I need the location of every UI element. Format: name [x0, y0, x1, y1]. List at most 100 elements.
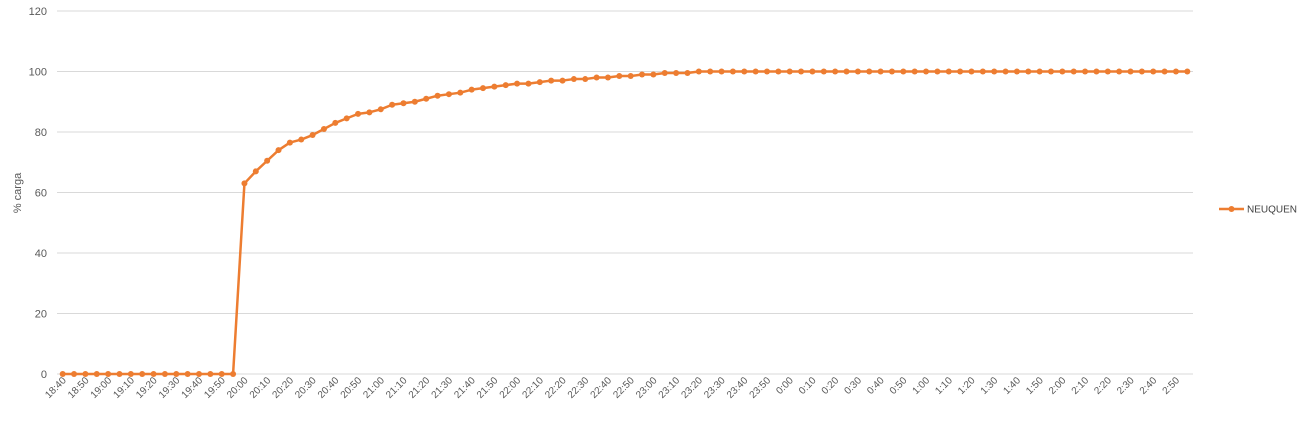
x-tick-label: 19:20 — [134, 375, 160, 401]
data-point — [445, 91, 452, 98]
data-point — [184, 371, 191, 377]
data-point — [150, 371, 157, 377]
data-point — [945, 68, 952, 75]
x-tick-label: 20:20 — [271, 375, 297, 401]
data-point — [491, 83, 498, 90]
data-point — [1161, 68, 1168, 75]
y-tick-label: 40 — [35, 248, 47, 260]
data-point — [1036, 68, 1043, 75]
y-tick-label: 60 — [35, 188, 47, 200]
data-point — [502, 82, 509, 89]
legend-label-neuquen: NEUQUEN — [1247, 205, 1297, 216]
data-point — [934, 68, 941, 75]
data-point — [1082, 68, 1089, 75]
x-axis-ticks: 18:4018:5019:0019:1019:2019:3019:4019:50… — [43, 375, 1182, 401]
x-tick-label: 20:40 — [316, 375, 342, 401]
x-tick-label: 22:00 — [498, 375, 524, 401]
x-tick-label: 21:50 — [475, 375, 501, 401]
data-point — [741, 68, 748, 75]
data-point — [684, 70, 691, 77]
data-point — [320, 125, 327, 132]
data-point — [161, 371, 168, 377]
data-point — [230, 371, 237, 377]
data-point — [627, 73, 634, 80]
data-point — [207, 371, 214, 377]
data-point — [582, 76, 589, 83]
data-point — [604, 74, 611, 81]
data-point — [1172, 68, 1179, 75]
data-point — [559, 77, 566, 84]
x-tick-label: 18:50 — [66, 375, 92, 401]
data-point — [525, 80, 532, 87]
data-point — [298, 136, 305, 143]
data-point — [71, 371, 78, 377]
x-tick-label: 1:20 — [956, 375, 978, 397]
data-point — [798, 68, 805, 75]
y-tick-label: 0 — [41, 369, 47, 381]
data-point — [866, 68, 873, 75]
data-point — [1070, 68, 1077, 75]
x-tick-label: 19:40 — [180, 375, 206, 401]
data-point — [968, 68, 975, 75]
y-axis-label: % carga — [12, 172, 24, 213]
data-point — [1127, 68, 1134, 75]
x-tick-label: 2:40 — [1138, 375, 1160, 397]
data-point — [332, 119, 339, 126]
data-point — [241, 180, 248, 187]
data-point — [593, 74, 600, 81]
data-point — [1013, 68, 1020, 75]
x-tick-label: 18:40 — [43, 375, 69, 401]
x-tick-label: 0:00 — [774, 375, 796, 397]
data-point — [196, 371, 202, 377]
data-point — [411, 98, 418, 105]
y-tick-label: 100 — [29, 67, 47, 79]
x-tick-label: 20:30 — [293, 375, 319, 401]
x-tick-label: 23:40 — [725, 375, 751, 401]
data-point — [355, 110, 362, 117]
series-line-neuquen — [62, 70, 1188, 376]
data-point — [173, 371, 180, 377]
data-point — [923, 68, 930, 75]
data-point — [400, 100, 407, 107]
data-point — [979, 68, 986, 75]
data-point — [309, 132, 316, 139]
data-point — [900, 68, 907, 75]
y-tick-label: 80 — [35, 127, 47, 139]
data-point — [991, 68, 998, 75]
data-point — [832, 68, 839, 75]
data-point — [434, 92, 441, 99]
x-tick-label: 0:40 — [865, 375, 887, 397]
data-point — [1116, 68, 1123, 75]
data-point — [888, 68, 895, 75]
data-point — [786, 68, 793, 75]
series-layer — [59, 68, 1191, 377]
data-point — [275, 147, 282, 154]
data-point — [1002, 68, 1009, 75]
legend-marker — [1228, 206, 1235, 212]
x-tick-label: 20:10 — [248, 375, 274, 401]
data-point — [809, 68, 816, 75]
x-tick-label: 0:20 — [820, 375, 842, 397]
data-point — [570, 76, 577, 83]
x-tick-label: 23:50 — [748, 375, 774, 401]
x-tick-label: 21:30 — [430, 375, 456, 401]
data-point — [457, 89, 464, 96]
data-point — [673, 70, 680, 77]
data-point — [1059, 68, 1066, 75]
x-tick-label: 22:40 — [589, 375, 615, 401]
data-point — [548, 77, 555, 84]
x-tick-label: 2:20 — [1092, 375, 1114, 397]
data-point — [957, 68, 964, 75]
data-point — [1150, 68, 1157, 75]
x-tick-label: 2:30 — [1115, 375, 1137, 397]
x-tick-label: 1:30 — [979, 375, 1001, 397]
x-tick-label: 1:50 — [1024, 375, 1046, 397]
x-tick-label: 19:10 — [111, 375, 137, 401]
x-tick-label: 22:10 — [520, 375, 546, 401]
data-point — [1048, 68, 1054, 75]
data-point — [1184, 68, 1191, 75]
x-tick-label: 2:50 — [1161, 375, 1183, 397]
x-tick-label: 21:40 — [452, 375, 478, 401]
x-tick-label: 1:00 — [911, 375, 933, 397]
